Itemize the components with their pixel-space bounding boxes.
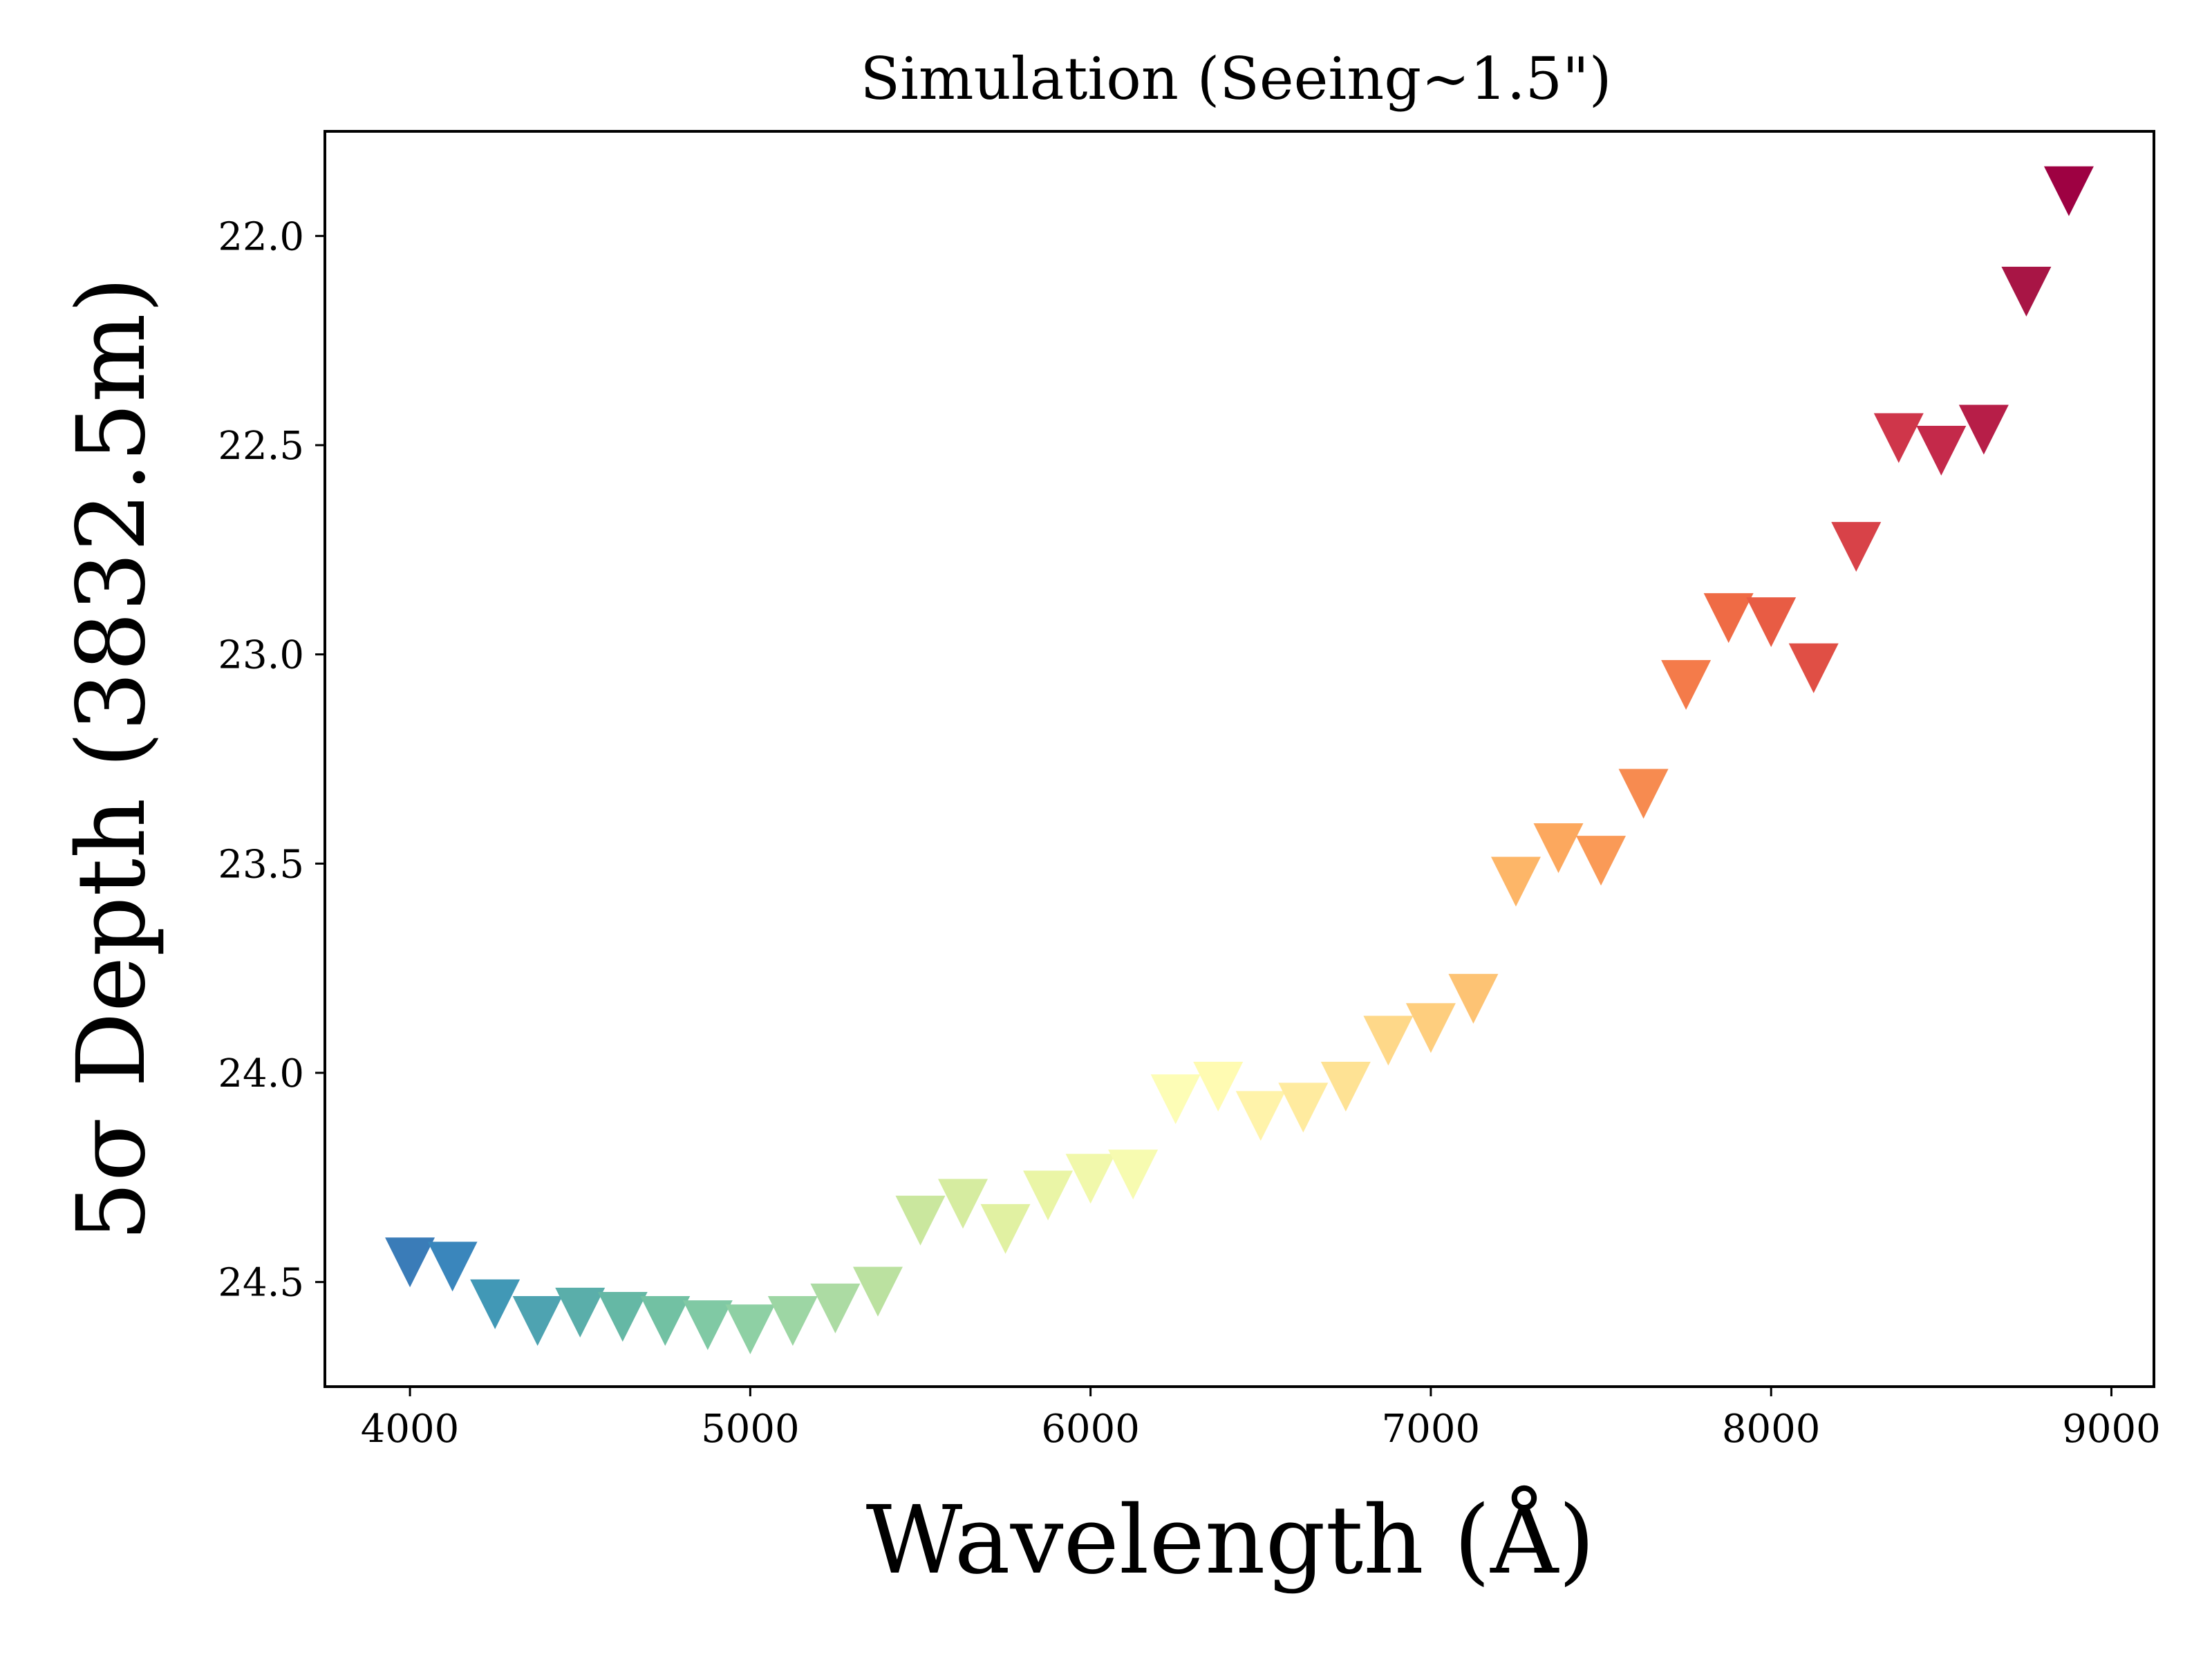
y-tick-label: 24.0 — [218, 1051, 304, 1096]
data-point-39 — [2043, 166, 2094, 216]
data-point-11 — [852, 1266, 903, 1317]
y-axis-label: 5σ Depth (3832.5m) — [57, 276, 167, 1241]
y-tick-label: 22.5 — [218, 424, 304, 469]
data-point-12 — [895, 1195, 946, 1246]
data-point-36 — [1916, 425, 1967, 476]
data-point-3 — [512, 1296, 563, 1347]
y-tick-label: 23.0 — [218, 633, 304, 678]
data-point-23 — [1363, 1015, 1414, 1066]
x-tick-label: 9000 — [2062, 1407, 2161, 1452]
data-point-37 — [1958, 404, 2009, 455]
data-point-1 — [427, 1241, 478, 1292]
x-tick-label: 8000 — [1722, 1407, 1821, 1452]
x-tick-label: 4000 — [361, 1407, 460, 1452]
data-point-33 — [1788, 643, 1839, 693]
data-point-31 — [1703, 593, 1754, 644]
data-point-9 — [767, 1296, 818, 1347]
data-point-24 — [1405, 1003, 1456, 1053]
y-axis-ticks: 22.0 22.5 23.0 23.5 24.0 24.5 — [218, 214, 325, 1306]
data-point-21 — [1278, 1082, 1329, 1133]
data-point-32 — [1746, 597, 1797, 648]
data-point-18 — [1150, 1074, 1201, 1125]
data-point-6 — [640, 1296, 691, 1347]
y-tick-label: 24.5 — [218, 1261, 304, 1306]
data-point-28 — [1576, 836, 1627, 886]
data-point-34 — [1831, 522, 1882, 572]
data-markers — [385, 166, 2094, 1355]
data-point-30 — [1661, 659, 1712, 710]
y-tick-label: 22.0 — [218, 214, 304, 259]
data-point-13 — [938, 1179, 988, 1229]
data-point-25 — [1448, 973, 1499, 1024]
x-axis-ticks: 4000 5000 6000 7000 8000 9000 — [361, 1387, 2161, 1452]
data-point-7 — [682, 1300, 733, 1351]
y-tick-label: 23.5 — [218, 842, 304, 887]
data-point-16 — [1065, 1154, 1116, 1204]
data-point-4 — [555, 1287, 606, 1338]
data-point-2 — [470, 1279, 521, 1329]
data-point-19 — [1193, 1062, 1244, 1112]
x-tick-label: 7000 — [1382, 1407, 1481, 1452]
data-point-8 — [725, 1304, 776, 1355]
x-tick-label: 6000 — [1041, 1407, 1140, 1452]
x-tick-label: 5000 — [701, 1407, 800, 1452]
data-point-15 — [1023, 1170, 1074, 1221]
data-point-10 — [810, 1283, 861, 1333]
data-point-29 — [1618, 769, 1669, 819]
data-point-22 — [1320, 1062, 1371, 1112]
data-point-20 — [1235, 1091, 1286, 1141]
data-point-26 — [1490, 856, 1541, 907]
data-point-5 — [597, 1291, 648, 1342]
data-point-14 — [980, 1203, 1031, 1254]
data-point-0 — [385, 1237, 435, 1288]
x-axis-label: Wavelength (Å) — [866, 1485, 1595, 1595]
data-point-17 — [1108, 1150, 1159, 1200]
data-point-27 — [1533, 823, 1584, 874]
chart-title: Simulation (Seeing~1.5") — [861, 45, 1612, 113]
plot-area-frame — [324, 130, 2155, 1388]
data-point-38 — [2001, 266, 2052, 317]
data-point-35 — [1873, 413, 1924, 463]
